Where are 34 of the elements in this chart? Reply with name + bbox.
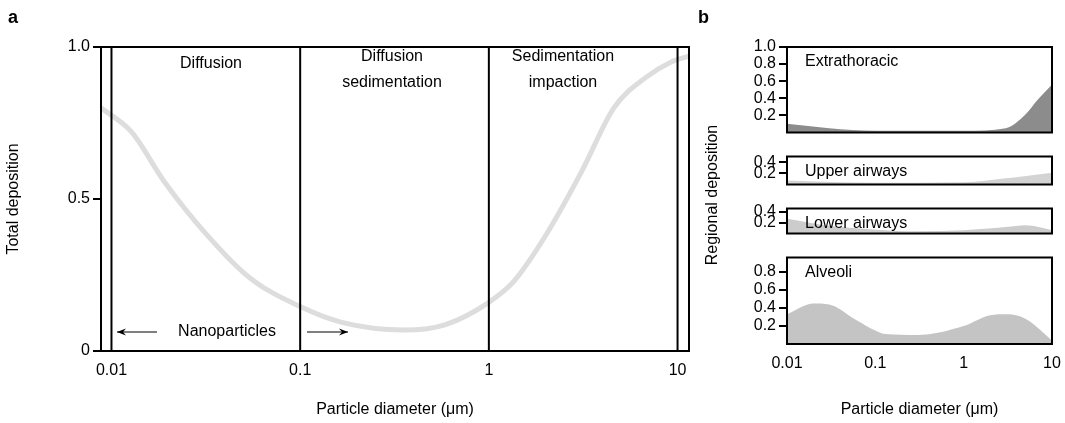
annotation: Diffusion sedimentation: [342, 47, 442, 91]
y-tick-label: 0.2: [753, 316, 777, 334]
y-tick-label: 0.8: [753, 54, 777, 72]
y-tick-label: 0.4: [753, 88, 777, 106]
x-axis-title: Particle diameter (μm): [316, 399, 474, 417]
chart-title: b: [698, 6, 709, 27]
text: Extrathoracic: [805, 52, 899, 70]
annotation: Nanoparticles: [178, 322, 276, 340]
y-tick-label: 0.8: [753, 262, 777, 280]
y-tick-label: 0.6: [753, 71, 777, 89]
y-axis-title: Regional deposition: [702, 123, 721, 268]
y-tick-label: 0: [81, 341, 91, 359]
y-tick-label: 0.5: [67, 189, 91, 207]
annotation: Diffusion: [180, 54, 242, 72]
y-tick-label: 0.4: [753, 298, 777, 316]
y-tick-label: 1.0: [753, 37, 777, 55]
y-tick-label: 0.6: [753, 280, 777, 298]
chart-title: a: [8, 6, 19, 27]
y-tick-label: 1.0: [67, 37, 91, 55]
x-axis-title: Particle diameter (μm): [840, 399, 999, 417]
y-tick-label: 0.2: [753, 105, 777, 123]
series-label: Alveoli: [805, 263, 853, 281]
annotation: Sedimentation impaction: [511, 47, 615, 91]
x-tick-label: 0.01: [95, 361, 128, 379]
x-tick-label: 10: [1043, 354, 1061, 372]
x-tick-label: 1: [959, 354, 969, 372]
x-tick-label: 0.1: [289, 361, 312, 379]
series-label: Upper airways: [805, 162, 908, 180]
x-tick-label: 0.1: [864, 354, 887, 372]
x-tick-label: 1: [484, 361, 494, 379]
x-tick-label: 0.01: [771, 354, 803, 372]
y-axis-title: Total deposition: [4, 143, 22, 255]
x-tick-label: 10: [668, 361, 687, 379]
series-label: Lower airways: [805, 214, 908, 232]
